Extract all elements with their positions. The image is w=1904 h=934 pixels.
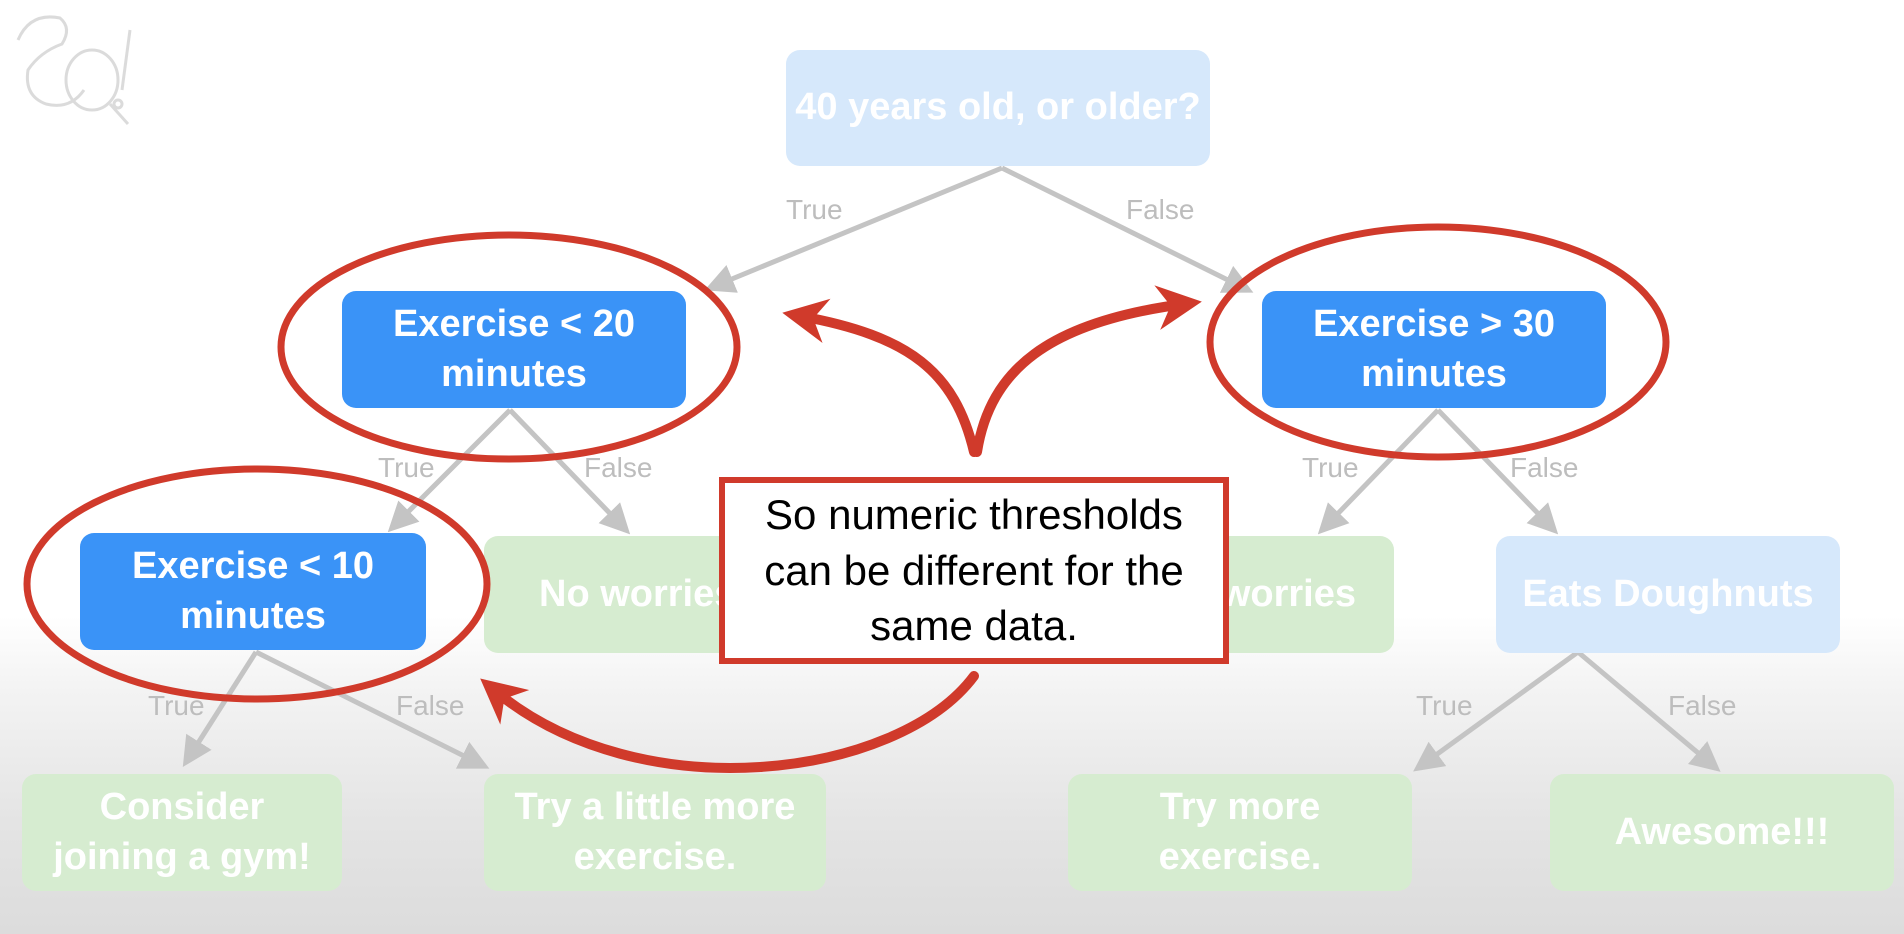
node-try-little-more: Try a little more exercise. xyxy=(484,774,826,891)
root-node: 40 years old, or older? xyxy=(786,50,1210,166)
edge-label-true: True xyxy=(1416,690,1473,721)
edge-left-to-leftleft xyxy=(387,408,512,533)
callout-arrow-to-bottom-left xyxy=(480,671,979,773)
edge-leftleft-to-trylittle xyxy=(254,649,490,769)
node-exercise-gt-30: Exercise > 30 minutes xyxy=(1262,291,1606,408)
callout-arrow-to-right xyxy=(972,285,1202,457)
node-label-line1: Exercise > 30 xyxy=(1313,303,1555,346)
edge-label-false: False xyxy=(584,452,653,483)
callout-line1: So numeric thresholds xyxy=(765,490,1183,538)
node-label-line1: Try a little more xyxy=(514,786,796,829)
node-exercise-lt-20: Exercise < 20 minutes xyxy=(342,291,686,408)
edge-doughnuts-to-trymore xyxy=(1413,649,1580,772)
node-label: Eats Doughnuts xyxy=(1522,572,1814,615)
node-label: No worries xyxy=(539,572,736,615)
node-eats-doughnuts: Eats Doughnuts xyxy=(1496,536,1840,653)
node-label-line2: minutes xyxy=(180,594,326,637)
edge-label-true: True xyxy=(378,452,435,483)
node-label-line2: minutes xyxy=(441,352,587,395)
node-label-line2: minutes xyxy=(1361,352,1507,395)
node-consider-gym: Consider joining a gym! xyxy=(22,774,342,891)
highlight-ellipse-exercise-lt-10 xyxy=(23,465,491,703)
edge-root-to-right xyxy=(1000,165,1254,293)
node-label-line2: joining a gym! xyxy=(53,835,311,878)
edge-right-to-doughnuts xyxy=(1436,408,1559,535)
callout-line3: same data. xyxy=(870,602,1078,650)
edge-left-to-noworries xyxy=(508,408,631,535)
edge-label-false: False xyxy=(1510,452,1579,483)
node-label: Awesome!!! xyxy=(1614,810,1830,853)
highlight-ellipse-exercise-gt-30 xyxy=(1206,223,1670,461)
edge-label-false: False xyxy=(1126,194,1195,225)
callout-arrow-to-left xyxy=(782,298,979,457)
node-try-more: Try more exercise. xyxy=(1068,774,1412,891)
node-exercise-lt-10: Exercise < 10 minutes xyxy=(80,533,426,650)
edge-label-false: False xyxy=(396,690,465,721)
edge-root-to-left xyxy=(704,165,1003,293)
callout-line2: can be different for the xyxy=(764,546,1184,594)
edge-right-to-noworries xyxy=(1317,408,1440,535)
node-label-line1: Exercise < 20 xyxy=(393,303,635,346)
node-label-line2: exercise. xyxy=(1158,835,1322,878)
node-label-line1: Consider xyxy=(99,786,265,829)
node-label-line1: Try more xyxy=(1159,786,1321,829)
node-label-line2: exercise. xyxy=(573,835,737,878)
double-bam-logo xyxy=(16,15,132,126)
node-awesome: Awesome!!! xyxy=(1550,774,1894,891)
highlight-ellipse-exercise-lt-20 xyxy=(277,231,741,463)
callout-box: So numeric thresholds can be different f… xyxy=(719,477,1229,664)
edge-doughnuts-to-awesome xyxy=(1576,650,1721,772)
edge-leftleft-to-gym xyxy=(182,650,259,768)
node-label-line1: Exercise < 10 xyxy=(132,545,374,588)
edge-label-false: False xyxy=(1668,690,1737,721)
edge-label-true: True xyxy=(786,194,843,225)
edge-label-true: True xyxy=(1302,452,1359,483)
root-node-label: 40 years old, or older? xyxy=(795,86,1201,129)
